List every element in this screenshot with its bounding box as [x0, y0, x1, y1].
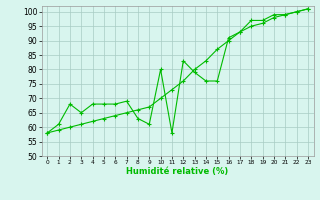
X-axis label: Humidité relative (%): Humidité relative (%) — [126, 167, 229, 176]
